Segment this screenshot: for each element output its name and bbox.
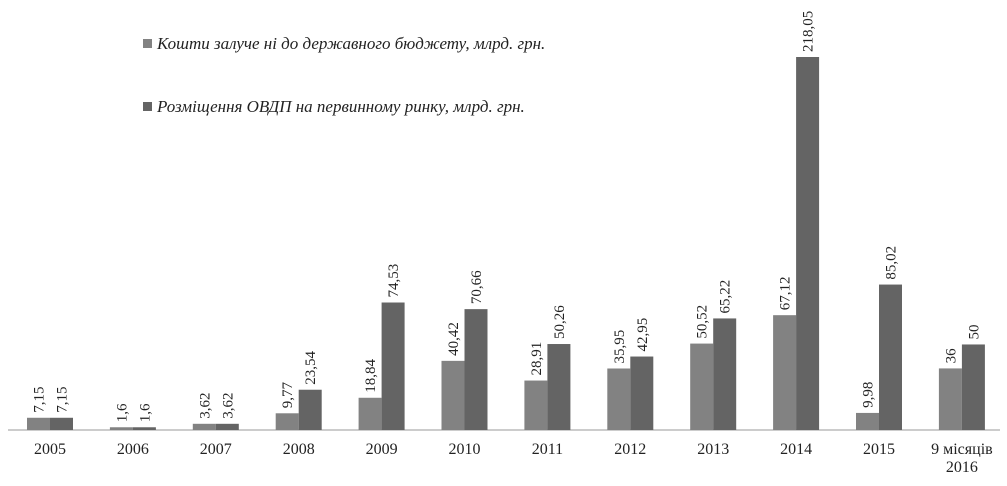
bar <box>275 413 299 430</box>
legend-label: Кошти залуче ні до державного бюджету, м… <box>156 34 545 53</box>
value-label: 3,62 <box>197 393 213 419</box>
value-label: 85,02 <box>884 246 900 280</box>
x-tick-label: 2013 <box>697 441 730 458</box>
bar <box>358 397 382 430</box>
value-label: 9,77 <box>280 382 296 409</box>
value-label: 42,95 <box>635 318 651 352</box>
bar <box>524 380 548 430</box>
value-label: 35,95 <box>612 330 628 364</box>
value-label: 65,22 <box>718 280 734 314</box>
x-tick-label: 2005 <box>34 441 66 458</box>
bar <box>441 360 465 430</box>
value-label: 9,98 <box>861 382 877 408</box>
value-label: 7,15 <box>32 387 48 413</box>
x-tick-label: 2014 <box>780 441 813 458</box>
bar <box>879 284 902 430</box>
bar <box>961 344 985 430</box>
bar <box>856 412 879 430</box>
x-tick-label: 2010 <box>448 441 481 458</box>
value-label: 7,15 <box>55 387 71 413</box>
bar <box>50 417 73 430</box>
bar <box>464 309 488 430</box>
value-label: 28,91 <box>529 342 545 376</box>
value-label: 23,54 <box>303 350 319 384</box>
bar <box>192 423 216 430</box>
x-tick-label: 2011 <box>531 441 564 458</box>
bar <box>298 389 322 430</box>
x-tick-label: 2012 <box>614 441 647 458</box>
value-label: 70,66 <box>469 270 485 304</box>
value-label: 1,6 <box>137 403 153 422</box>
x-tick-label: 2009 <box>365 441 398 458</box>
value-label: 18,84 <box>363 359 379 393</box>
x-tick-label: 2015 <box>863 441 895 458</box>
bar <box>132 427 156 430</box>
x-tick-label: 2006 <box>116 441 149 458</box>
bar <box>796 57 820 430</box>
value-label: 3,62 <box>220 393 236 419</box>
value-label: 67,12 <box>778 276 794 310</box>
value-label: 36 <box>943 348 959 364</box>
x-tick-label: 2008 <box>282 441 315 458</box>
value-label: 218,05 <box>801 11 817 52</box>
bar <box>630 356 654 430</box>
x-tick-label: 2007 <box>199 441 232 458</box>
value-label: 50,26 <box>552 305 568 339</box>
bar <box>773 315 797 430</box>
bar <box>690 343 714 430</box>
legend-label: Розміщення ОВДП на первинному ринку, млр… <box>156 97 525 116</box>
value-label: 50 <box>966 324 982 339</box>
value-label: 1,6 <box>114 403 130 422</box>
bar <box>713 318 737 430</box>
legend-swatch <box>143 102 152 111</box>
bar <box>547 344 571 430</box>
value-label: 50,52 <box>695 305 711 339</box>
legend-swatch <box>143 39 152 48</box>
bar <box>381 302 405 430</box>
bar <box>27 417 50 430</box>
bar <box>109 427 133 430</box>
value-label: 40,42 <box>446 322 462 356</box>
bar <box>938 368 962 430</box>
value-label: 74,53 <box>386 264 402 298</box>
bar <box>607 368 631 430</box>
bar <box>215 423 239 430</box>
x-tick-label: 9 місяців 2016 <box>931 441 993 476</box>
